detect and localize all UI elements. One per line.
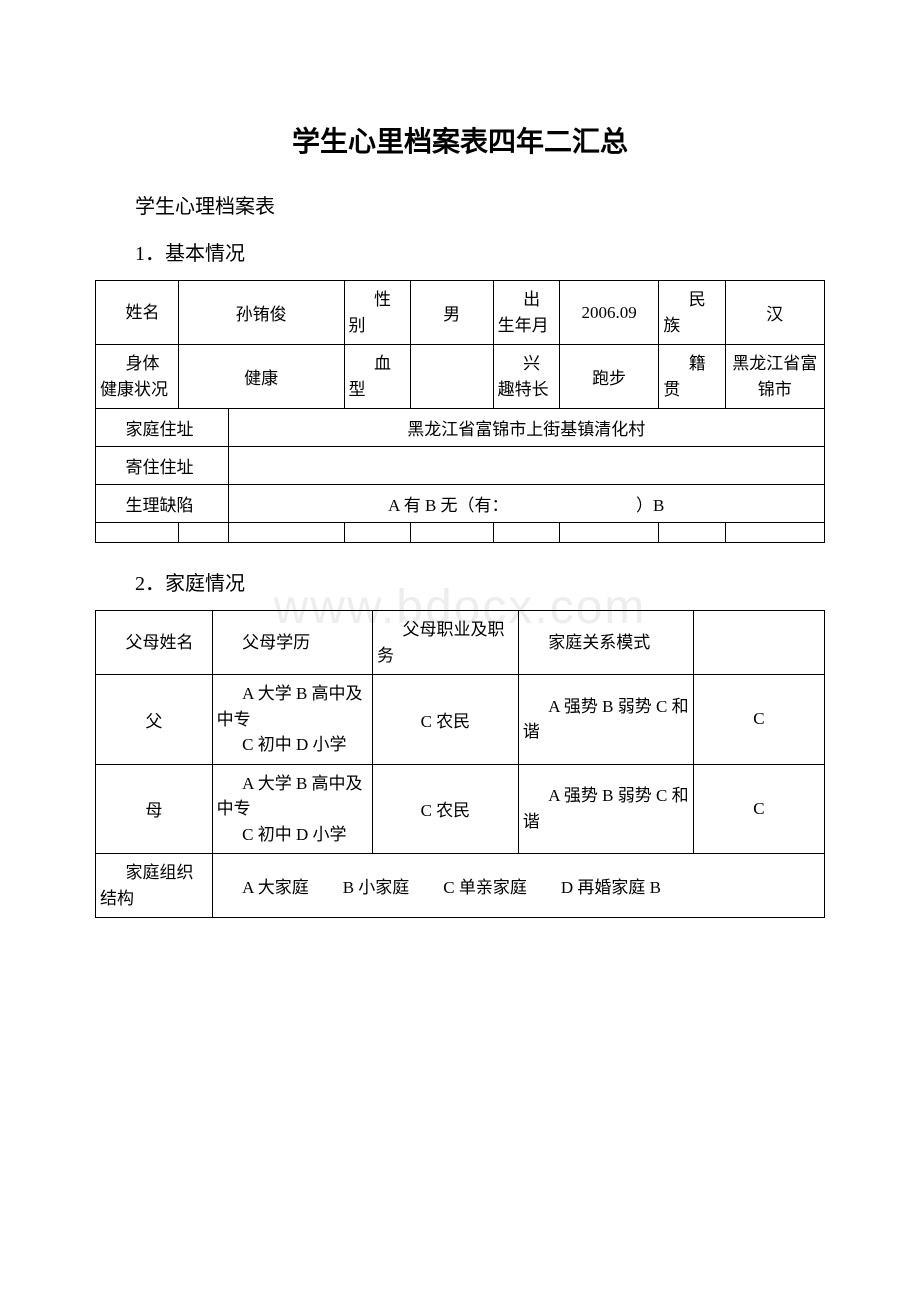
stay-label: 寄住住址 <box>96 447 229 485</box>
mother-edu: A 大学 B 高中及中专 C 初中 D 小学 <box>212 764 372 854</box>
table-row: 寄住住址 <box>96 447 825 485</box>
name-value: 孙铕俊 <box>178 281 344 345</box>
mother-edu-line1: A 大学 B 高中及中专 <box>217 771 368 822</box>
health-value: 健康 <box>178 345 344 409</box>
name-label: 姓名 <box>96 281 179 345</box>
structure-label: 家庭组织结构 <box>96 854 213 918</box>
ethnic-value: 汉 <box>725 281 824 345</box>
gender-value: 男 <box>410 281 493 345</box>
hobby-value: 跑步 <box>559 345 658 409</box>
family-info-table: 父母姓名 父母学历 父母职业及职务 家庭关系模式 父 A 大学 B 高中及中专 … <box>95 610 825 918</box>
mother-job: C 农民 <box>373 764 519 854</box>
addr-label: 家庭住址 <box>96 409 229 447</box>
birth-label: 出生年月 <box>493 281 559 345</box>
birth-value: 2006.09 <box>559 281 658 345</box>
blood-label: 血型 <box>344 345 410 409</box>
table-row: 母 A 大学 B 高中及中专 C 初中 D 小学 C 农民 A 强势 B 弱势 … <box>96 764 825 854</box>
col-family-rel: 家庭关系模式 <box>518 611 693 675</box>
father-edu: A 大学 B 高中及中专 C 初中 D 小学 <box>212 675 372 765</box>
origin-label: 籍贯 <box>659 345 725 409</box>
gender-label: 性别 <box>344 281 410 345</box>
table-row: 父母姓名 父母学历 父母职业及职务 家庭关系模式 <box>96 611 825 675</box>
mother-ans: C <box>693 764 824 854</box>
col-parent-name: 父母姓名 <box>96 611 213 675</box>
basic-info-table: 姓名 孙铕俊 性别 男 出生年月 2006.09 民族 汉 身体健康状况 健康 … <box>95 280 825 543</box>
mother-rel: A 强势 B 弱势 C 和谐 <box>518 764 693 854</box>
table-row-empty <box>96 523 825 543</box>
health-label: 身体健康状况 <box>96 345 179 409</box>
table-row: 生理缺陷 A 有 B 无（有： ）B <box>96 485 825 523</box>
father-edu-line2: C 初中 D 小学 <box>217 732 368 758</box>
table-row: 家庭组织结构 A 大家庭 B 小家庭 C 单亲家庭 D 再婚家庭 B <box>96 854 825 918</box>
stay-value <box>228 447 824 485</box>
blood-value <box>410 345 493 409</box>
mother-edu-line2: C 初中 D 小学 <box>217 822 368 848</box>
col-parent-edu: 父母学历 <box>212 611 372 675</box>
father-rel: A 强势 B 弱势 C 和谐 <box>518 675 693 765</box>
addr-value: 黑龙江省富锦市上街基镇清化村 <box>228 409 824 447</box>
page-title: 学生心里档案表四年二汇总 <box>95 120 825 160</box>
father-job: C 农民 <box>373 675 519 765</box>
subtitle: 学生心理档案表 <box>95 190 825 219</box>
table-row: 身体健康状况 健康 血型 兴趣特长 跑步 籍贯 黑龙江省富锦市 <box>96 345 825 409</box>
document-content: 学生心里档案表四年二汇总 学生心理档案表 1．基本情况 姓名 孙铕俊 性别 男 … <box>95 120 825 918</box>
table-row: 家庭住址 黑龙江省富锦市上街基镇清化村 <box>96 409 825 447</box>
father-label: 父 <box>96 675 213 765</box>
father-ans: C <box>693 675 824 765</box>
origin-value: 黑龙江省富锦市 <box>725 345 824 409</box>
defect-label: 生理缺陷 <box>96 485 229 523</box>
section1-label: 1．基本情况 <box>95 237 825 266</box>
table-row: 父 A 大学 B 高中及中专 C 初中 D 小学 C 农民 A 强势 B 弱势 … <box>96 675 825 765</box>
section2-label: 2．家庭情况 <box>95 567 825 596</box>
hobby-label: 兴趣特长 <box>493 345 559 409</box>
father-edu-line1: A 大学 B 高中及中专 <box>217 681 368 732</box>
col-parent-job: 父母职业及职务 <box>373 611 519 675</box>
table-row: 姓名 孙铕俊 性别 男 出生年月 2006.09 民族 汉 <box>96 281 825 345</box>
structure-opts: A 大家庭 B 小家庭 C 单亲家庭 D 再婚家庭 B <box>212 854 824 918</box>
mother-label: 母 <box>96 764 213 854</box>
ethnic-label: 民族 <box>659 281 725 345</box>
defect-value: A 有 B 无（有： ）B <box>228 485 824 523</box>
col-answer <box>693 611 824 675</box>
